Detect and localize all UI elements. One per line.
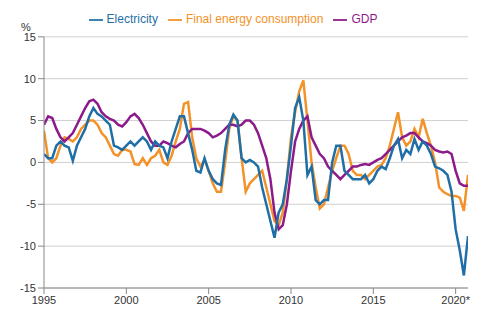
svg-text:0: 0 — [30, 156, 36, 168]
svg-text:2010: 2010 — [279, 294, 303, 306]
svg-text:2015: 2015 — [361, 294, 385, 306]
svg-text:2000: 2000 — [114, 294, 138, 306]
html-text:Final energy consumption: Final energy consumption — [186, 12, 324, 26]
svg-text:%: % — [21, 21, 31, 33]
svg-text:-5: -5 — [26, 198, 36, 210]
html-text:Electricity: Electricity — [106, 12, 158, 26]
html-text:GDP: GDP — [351, 12, 378, 26]
svg-text:5: 5 — [30, 114, 36, 126]
svg-text:-15: -15 — [20, 282, 36, 294]
svg-text:15: 15 — [23, 30, 36, 43]
svg-text:1995: 1995 — [32, 294, 56, 306]
svg-text:2005: 2005 — [196, 294, 220, 306]
svg-text:-10: -10 — [20, 240, 36, 252]
svg-text:10: 10 — [24, 73, 36, 85]
svg-text:2020*: 2020* — [441, 294, 470, 306]
